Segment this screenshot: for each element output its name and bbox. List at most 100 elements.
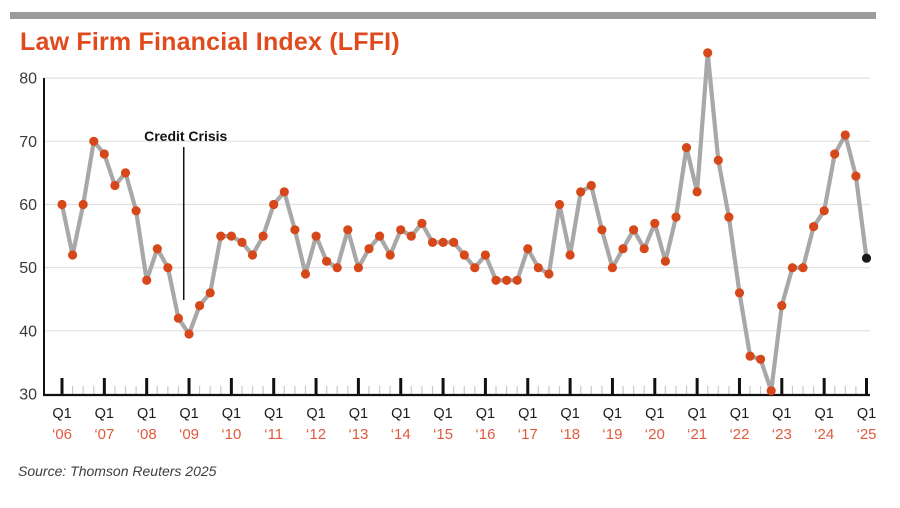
x-label-q1-19: Q1: [603, 406, 622, 422]
x-label-q1-07: Q1: [95, 406, 114, 422]
data-point-74: [840, 130, 850, 140]
x-label-year-19: ‘19: [602, 426, 622, 443]
x-label-year-21: ‘21: [687, 426, 707, 443]
x-label-q1-22: Q1: [730, 406, 749, 422]
x-label-year-12: ‘12: [306, 426, 326, 443]
data-point-9: [152, 244, 162, 254]
data-point-43: [512, 275, 522, 285]
data-point-63: [724, 212, 734, 222]
data-point-2: [78, 199, 88, 210]
data-point-13: [195, 301, 205, 311]
data-point-55: [639, 244, 649, 254]
data-point-49: [576, 187, 586, 197]
data-point-26: [332, 263, 342, 273]
x-label-year-15: ‘15: [433, 426, 453, 443]
data-point-68: [777, 301, 787, 311]
data-point-52: [607, 263, 618, 273]
x-label-q1-17: Q1: [518, 406, 537, 422]
data-point-44: [523, 244, 533, 254]
data-point-12: [184, 329, 194, 339]
data-point-19: [258, 231, 268, 241]
x-label-year-14: ‘14: [391, 426, 411, 443]
data-point-39: [470, 263, 480, 273]
data-point-17: [237, 237, 247, 247]
x-label-q1-25: Q1: [857, 406, 876, 422]
data-point-31: [385, 250, 395, 260]
lffi-line: [59, 50, 869, 393]
x-label-year-18: ‘18: [560, 426, 580, 443]
data-point-33: [406, 231, 416, 241]
source-attribution: Source: Thomson Reuters 2025: [18, 463, 217, 479]
x-label-year-10: ‘10: [221, 426, 241, 443]
data-point-11: [173, 313, 183, 323]
data-point-14: [205, 288, 215, 298]
data-point-36: [438, 237, 448, 247]
data-point-72: [819, 206, 829, 216]
data-point-65: [745, 351, 755, 361]
data-point-69: [787, 263, 798, 273]
x-label-year-25: ‘25: [856, 426, 876, 443]
x-label-q1-10: Q1: [222, 406, 241, 422]
x-label-q1-20: Q1: [645, 406, 664, 422]
data-point-15: [216, 231, 226, 241]
x-label-q1-12: Q1: [306, 406, 325, 422]
data-point-64: [734, 288, 745, 298]
x-label-q1-06: Q1: [52, 406, 71, 422]
y-axis-label-40: 40: [19, 323, 37, 340]
x-label-year-06: ‘06: [52, 426, 72, 443]
chart-title: Law Firm Financial Index (LFFI): [20, 28, 400, 56]
y-axis-label-70: 70: [19, 134, 37, 151]
x-label-q1-14: Q1: [391, 406, 410, 422]
data-point-21: [279, 187, 289, 197]
data-point-38: [459, 250, 469, 260]
top-divider-bar: [10, 12, 876, 19]
data-point-30: [375, 231, 385, 241]
x-label-q1-13: Q1: [349, 406, 368, 422]
data-point-70: [798, 263, 808, 273]
x-label-q1-15: Q1: [433, 406, 452, 422]
x-label-year-22: ‘22: [729, 426, 749, 443]
data-point-27: [343, 225, 353, 235]
x-label-year-20: ‘20: [645, 426, 665, 443]
x-label-q1-08: Q1: [137, 406, 156, 422]
x-label-year-09: ‘09: [179, 426, 199, 443]
data-point-32: [396, 225, 406, 235]
data-point-5: [110, 180, 120, 191]
x-label-q1-09: Q1: [179, 406, 198, 422]
data-point-41: [491, 275, 501, 285]
x-label-q1-16: Q1: [476, 406, 495, 422]
data-point-71: [809, 222, 819, 232]
x-label-year-23: ‘23: [772, 426, 792, 443]
data-point-22: [290, 225, 300, 235]
x-label-q1-11: Q1: [264, 406, 283, 422]
y-axis-label-30: 30: [19, 387, 37, 404]
data-point-62: [713, 155, 723, 165]
data-point-7: [131, 206, 141, 216]
x-label-year-07: ‘07: [94, 426, 114, 443]
y-axis-label-50: 50: [19, 260, 37, 277]
data-point-50: [586, 180, 596, 191]
data-point-23: [300, 269, 311, 279]
data-point-46: [544, 269, 554, 279]
data-point-0: [57, 199, 67, 210]
x-label-q1-18: Q1: [560, 406, 579, 422]
y-axis-label-80: 80: [19, 71, 37, 88]
x-label-year-08: ‘08: [137, 426, 157, 443]
data-point-48: [565, 250, 575, 260]
data-point-54: [629, 225, 639, 235]
x-label-q1-23: Q1: [772, 406, 791, 422]
x-label-year-13: ‘13: [348, 426, 368, 443]
x-label-year-16: ‘16: [475, 426, 495, 443]
data-point-8: [142, 275, 152, 285]
data-point-66: [756, 354, 766, 364]
data-point-59: [681, 143, 692, 153]
x-label-q1-24: Q1: [814, 406, 833, 422]
x-label-q1-21: Q1: [687, 406, 706, 422]
x-label-year-24: ‘24: [814, 426, 834, 443]
x-label-year-17: ‘17: [518, 426, 538, 443]
data-point-58: [671, 212, 681, 222]
data-point-1: [68, 250, 78, 260]
y-axis-label-60: 60: [19, 197, 37, 214]
data-point-37: [449, 237, 459, 247]
